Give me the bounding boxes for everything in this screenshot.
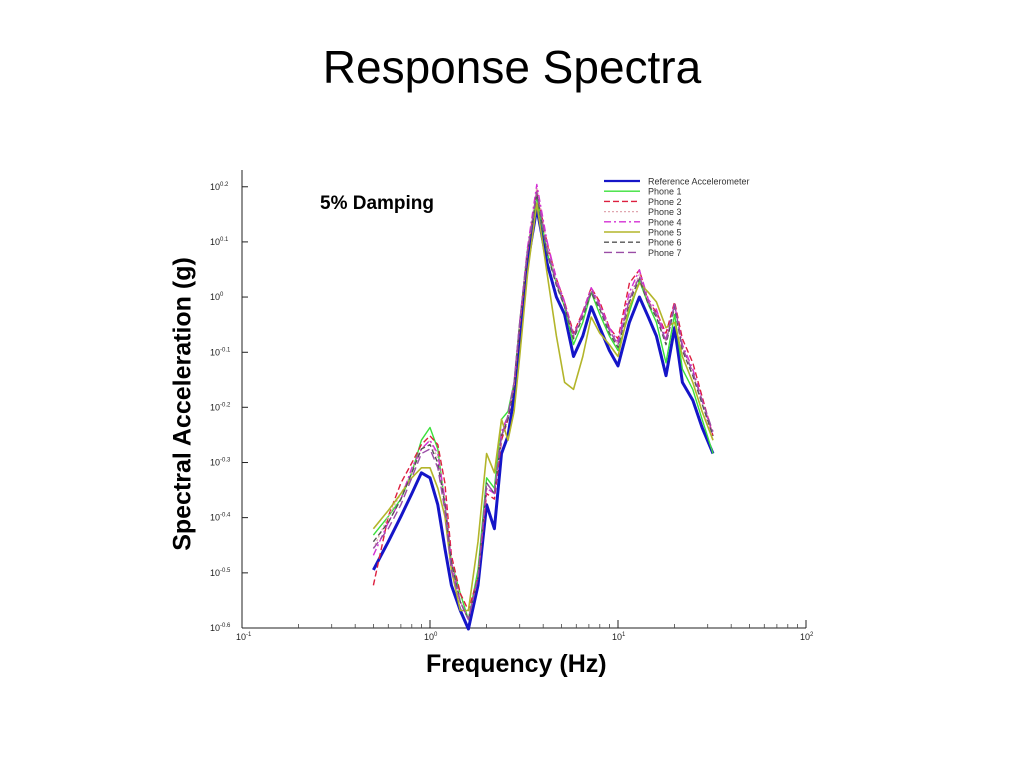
y-tick-label: 100 (210, 292, 224, 302)
x-tick-label: 102 (800, 632, 814, 642)
x-tick-label: 10-1 (236, 632, 252, 642)
y-tick-label: 10-0.6 (210, 623, 231, 633)
damping-annotation: 5% Damping (320, 193, 435, 214)
legend-label-0: Reference Accelerometer (648, 177, 750, 187)
series-line-0 (372, 206, 715, 631)
series-line-7 (372, 191, 714, 621)
legend-label-2: Phone 2 (648, 197, 682, 207)
series-line-1 (372, 196, 714, 621)
y-tick-label: 100.1 (210, 237, 229, 247)
legend-label-1: Phone 1 (648, 187, 682, 197)
series-line-4 (372, 183, 714, 621)
y-tick-label: 10-0.4 (210, 513, 231, 523)
chart-series (372, 183, 715, 631)
x-tick-label: 100 (424, 632, 438, 642)
y-tick-label: 10-0.3 (210, 458, 231, 468)
series-line-5 (372, 202, 714, 612)
slide-title: Response Spectra (322, 41, 702, 93)
chart-axes: 10-1 100 101 102 10-0.6 10-0.5 10-0.4 10-0.3 10-… (210, 170, 814, 642)
series-line-6 (372, 192, 714, 621)
y-tick-label: 10-0.5 (210, 568, 231, 578)
legend-label-5: Phone 5 (648, 228, 682, 238)
x-axis-label: Frequency (Hz) (426, 650, 607, 678)
y-axis-label: Spectral Acceleration (g) (168, 257, 197, 551)
legend-label-6: Phone 6 (648, 238, 682, 248)
y-tick-label: 100.2 (210, 182, 229, 192)
legend-label-4: Phone 4 (648, 217, 682, 227)
x-tick-label: 101 (612, 632, 626, 642)
legend-label-7: Phone 7 (648, 248, 682, 258)
y-tick-label: 10-0.2 (210, 402, 231, 412)
legend-label-3: Phone 3 (648, 207, 682, 217)
y-tick-label: 10-0.1 (210, 347, 231, 357)
